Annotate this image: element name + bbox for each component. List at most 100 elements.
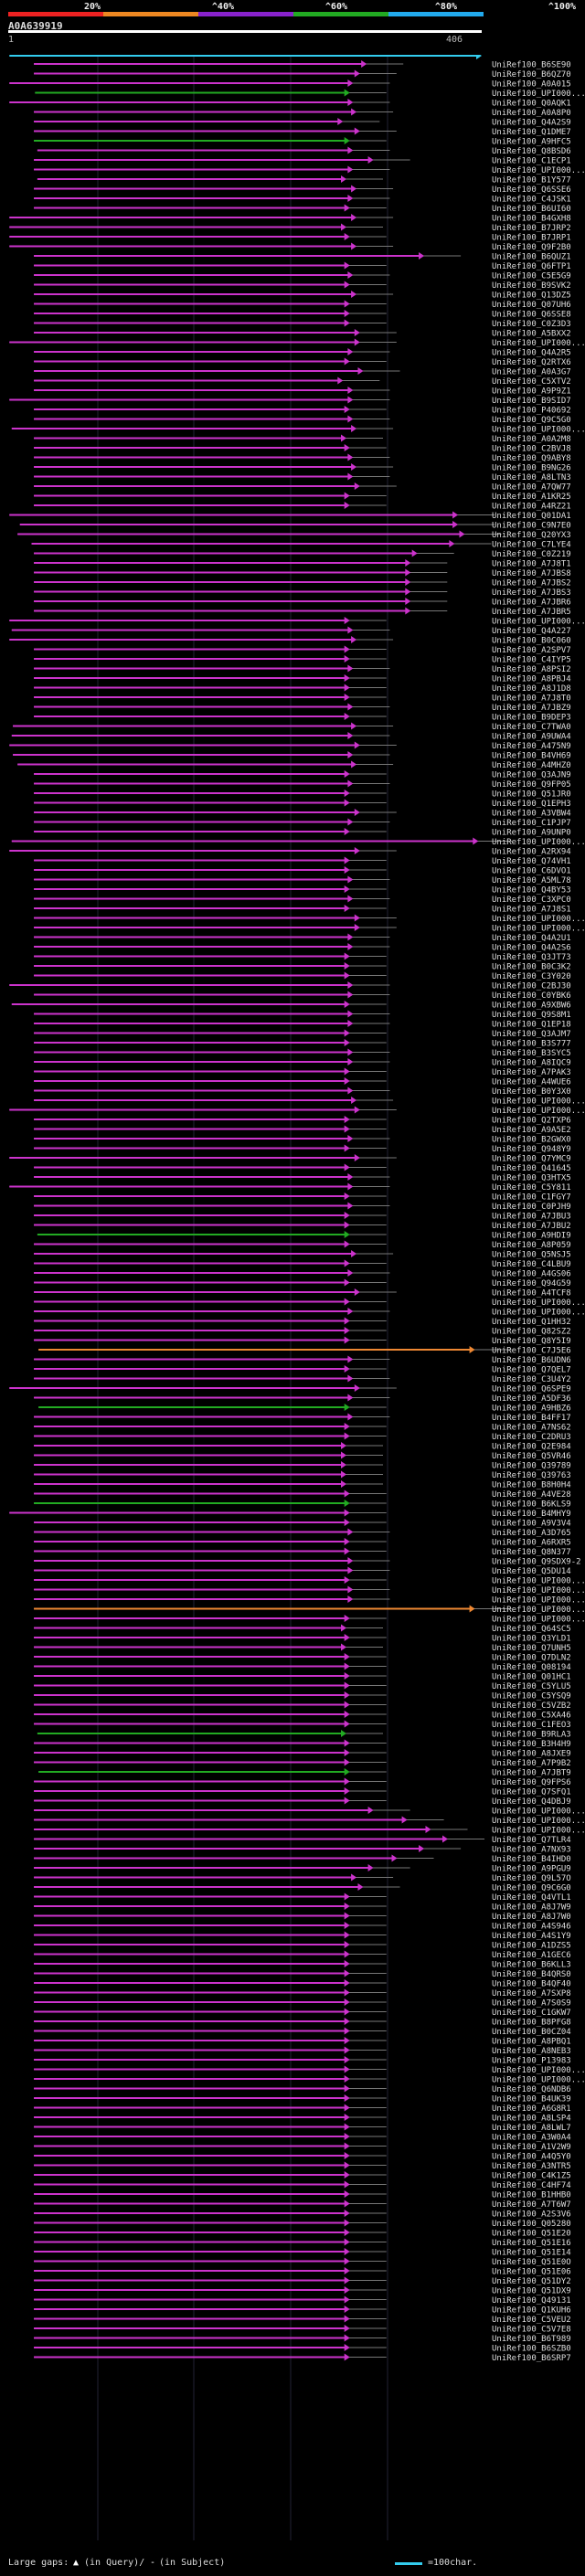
hit-row[interactable]: UniRef100_B4QF40 bbox=[34, 1979, 571, 1989]
hit-row[interactable]: UniRef100_A4TCF8 bbox=[34, 1288, 571, 1299]
hit-id-label[interactable]: UniRef100_Q3JT73 bbox=[492, 953, 571, 962]
hit-row[interactable]: UniRef100_Q01HC1 bbox=[34, 1672, 571, 1682]
hit-row[interactable]: UniRef100_Q94G59 bbox=[34, 1278, 571, 1289]
hit-id-label[interactable]: UniRef100_A7SXP8 bbox=[492, 1989, 571, 1998]
hit-id-label[interactable]: UniRef100_Q2RTX6 bbox=[492, 358, 571, 367]
hit-id-label[interactable]: UniRef100_C0PJH9 bbox=[492, 1203, 571, 1212]
hit-id-label[interactable]: UniRef100_Q13DZ5 bbox=[492, 292, 571, 301]
hit-id-label[interactable]: UniRef100_A3W0A4 bbox=[492, 2134, 571, 2143]
hit-id-label[interactable]: UniRef100_Q5VR46 bbox=[492, 1452, 571, 1461]
hit-row[interactable]: UniRef100_C4JSK1 bbox=[34, 195, 571, 205]
hit-row[interactable]: UniRef100_B0Y3X0 bbox=[34, 1087, 571, 1097]
hit-row[interactable]: UniRef100_Q3HTX5 bbox=[34, 1173, 571, 1183]
hit-id-label[interactable]: UniRef100_Q07UH6 bbox=[492, 301, 571, 310]
hit-id-label[interactable]: UniRef100_Q948Y9 bbox=[492, 1145, 571, 1154]
hit-id-label[interactable]: UniRef100_A8PSI2 bbox=[492, 665, 571, 674]
hit-id-label[interactable]: UniRef100_A2RX94 bbox=[492, 848, 571, 857]
hit-id-label[interactable]: UniRef100_C7J5E6 bbox=[492, 1347, 571, 1356]
hit-row[interactable]: UniRef100_UPI000... bbox=[34, 1816, 585, 1827]
hit-row[interactable]: UniRef100_A7JBS2 bbox=[34, 578, 571, 588]
hit-row[interactable]: UniRef100_B4QRS0 bbox=[34, 1969, 571, 1980]
hit-row[interactable]: UniRef100_Q1EP18 bbox=[34, 1020, 571, 1030]
hit-row[interactable]: UniRef100_A8J7W0 bbox=[34, 1912, 571, 1923]
hit-id-label[interactable]: UniRef100_Q94G59 bbox=[492, 1279, 571, 1288]
hit-id-label[interactable]: UniRef100_A9V3V4 bbox=[492, 1520, 571, 1529]
hit-id-label[interactable]: UniRef100_A1V2W9 bbox=[492, 2143, 571, 2152]
hit-row[interactable]: UniRef100_A9HFC5 bbox=[34, 137, 571, 147]
hit-row[interactable]: UniRef100_C3Y020 bbox=[34, 971, 571, 982]
hit-row[interactable]: UniRef100_Q4BY53 bbox=[34, 885, 571, 896]
hit-id-label[interactable]: UniRef100_Q9S8M1 bbox=[492, 1011, 571, 1020]
hit-id-label[interactable]: UniRef100_A0A8P0 bbox=[492, 109, 571, 118]
hit-row[interactable]: UniRef100_Q9SDX9-2 bbox=[34, 1557, 581, 1567]
hit-row[interactable]: UniRef100_B9SVK2 bbox=[34, 281, 571, 292]
hit-id-label[interactable]: UniRef100_C5V7E8 bbox=[492, 2326, 571, 2335]
hit-id-label[interactable]: UniRef100_A8J7W0 bbox=[492, 1913, 571, 1922]
hit-row[interactable]: UniRef100_Q51E06 bbox=[34, 2267, 571, 2277]
hit-id-label[interactable]: UniRef100_P13983 bbox=[492, 2057, 571, 2066]
hit-row[interactable]: UniRef100_Q7SFQ1 bbox=[34, 1787, 571, 1797]
hit-row[interactable]: UniRef100_Q08194 bbox=[34, 1662, 571, 1673]
hit-row[interactable]: UniRef100_A7P9B2 bbox=[34, 1758, 571, 1769]
hit-row[interactable]: UniRef100_Q1HH32 bbox=[34, 1317, 571, 1328]
hit-row[interactable]: UniRef100_A4MHZ0 bbox=[17, 760, 571, 771]
hit-id-label[interactable]: UniRef100_Q05280 bbox=[492, 2220, 571, 2229]
hit-row[interactable]: UniRef100_Q0AQK1 bbox=[9, 99, 571, 109]
hit-id-label[interactable]: UniRef100_B8H0H4 bbox=[492, 1481, 571, 1490]
hit-row[interactable]: UniRef100_UPI000... bbox=[34, 1826, 585, 1836]
hit-row[interactable]: UniRef100_B4MHY9 bbox=[9, 1509, 571, 1520]
hit-row[interactable]: UniRef100_A8NEB3 bbox=[34, 2046, 571, 2057]
hit-row[interactable]: UniRef100_UPI000... bbox=[34, 914, 585, 925]
hit-row[interactable]: UniRef100_A2S3V6 bbox=[34, 2210, 571, 2220]
hit-id-label[interactable]: UniRef100_A0A015 bbox=[492, 80, 571, 90]
hit-row[interactable]: UniRef100_Q9ABY8 bbox=[34, 453, 571, 464]
hit-row[interactable]: UniRef100_A8LSP4 bbox=[34, 2114, 571, 2124]
hit-id-label[interactable]: UniRef100_Q9L57O bbox=[492, 1874, 571, 1883]
hit-row[interactable]: UniRef100_B4GXH8 bbox=[9, 214, 571, 224]
hit-id-label[interactable]: UniRef100_Q51DY2 bbox=[492, 2277, 571, 2286]
hit-row[interactable]: UniRef100_A7JBU3 bbox=[34, 1212, 571, 1222]
hit-id-label[interactable]: UniRef100_UPI000... bbox=[492, 2076, 585, 2085]
hit-id-label[interactable]: UniRef100_Q4BY53 bbox=[492, 886, 571, 896]
hit-id-label[interactable]: UniRef100_Q3YLD1 bbox=[492, 1635, 571, 1644]
hit-id-label[interactable]: UniRef100_UPI000... bbox=[492, 838, 585, 847]
hit-id-label[interactable]: UniRef100_B7JRP2 bbox=[492, 224, 571, 233]
hit-row[interactable]: UniRef100_A4RZ21 bbox=[34, 502, 571, 512]
hit-id-label[interactable]: UniRef100_B9DEP3 bbox=[492, 714, 571, 723]
hit-id-label[interactable]: UniRef100_Q1EP18 bbox=[492, 1021, 571, 1030]
hit-id-label[interactable]: UniRef100_Q4A2S6 bbox=[492, 944, 571, 953]
hit-row[interactable]: UniRef100_A1GEC6 bbox=[34, 1950, 571, 1961]
hit-id-label[interactable]: UniRef100_C1GKW7 bbox=[492, 2009, 571, 2018]
hit-row[interactable]: UniRef100_Q1EPH3 bbox=[34, 799, 571, 810]
hit-id-label[interactable]: UniRef100_Q01HC1 bbox=[492, 1673, 571, 1682]
hit-row[interactable]: UniRef100_C6DVO1 bbox=[34, 866, 571, 876]
hit-id-label[interactable]: UniRef100_C4K1Z5 bbox=[492, 2172, 571, 2181]
hit-row[interactable]: UniRef100_Q7TLR4 bbox=[34, 1835, 571, 1846]
hit-id-label[interactable]: UniRef100_A4Q5Y0 bbox=[492, 2153, 571, 2162]
hit-id-label[interactable]: UniRef100_UPI000... bbox=[492, 1827, 585, 1836]
hit-id-label[interactable]: UniRef100_Q4A2R5 bbox=[492, 349, 571, 358]
hit-id-label[interactable]: UniRef100_A1GEC6 bbox=[492, 1951, 571, 1960]
hit-id-label[interactable]: UniRef100_A0A3G7 bbox=[492, 368, 571, 377]
hit-row[interactable]: UniRef100_A1V2W9 bbox=[34, 2142, 571, 2153]
hit-row[interactable]: UniRef100_Q5DU14 bbox=[34, 1566, 571, 1577]
hit-id-label[interactable]: UniRef100_UPI000... bbox=[492, 1299, 585, 1308]
hit-id-label[interactable]: UniRef100_A9A5E2 bbox=[492, 1126, 571, 1135]
hit-id-label[interactable]: UniRef100_Q9FPS6 bbox=[492, 1778, 571, 1787]
hit-row[interactable]: UniRef100_B9RLA3 bbox=[37, 1730, 571, 1740]
hit-id-label[interactable]: UniRef100_UPI000... bbox=[492, 1616, 585, 1625]
hit-id-label[interactable]: UniRef100_C3XPC0 bbox=[492, 896, 571, 905]
hit-row[interactable]: UniRef100_C0Z3D3 bbox=[34, 319, 571, 330]
hit-row[interactable]: UniRef100_A5DF36 bbox=[34, 1394, 571, 1405]
hit-id-label[interactable]: UniRef100_A8JXE9 bbox=[492, 1750, 571, 1759]
hit-id-label[interactable]: UniRef100_Q7SFQ1 bbox=[492, 1788, 571, 1797]
hit-row[interactable]: UniRef100_B8H0H4 bbox=[34, 1480, 571, 1490]
hit-id-label[interactable]: UniRef100_Q7UNH5 bbox=[492, 1644, 571, 1653]
hit-row[interactable]: UniRef100_A9HDI9 bbox=[37, 1231, 571, 1241]
hit-id-label[interactable]: UniRef100_A8LTN3 bbox=[492, 473, 571, 482]
hit-id-label[interactable]: UniRef100_A8J7W9 bbox=[492, 1903, 571, 1913]
hit-row[interactable]: UniRef100_C5YLU5 bbox=[34, 1681, 571, 1692]
hit-row[interactable]: UniRef100_C7J5E6 bbox=[38, 1346, 571, 1356]
hit-row[interactable]: UniRef100_C2BVJ8 bbox=[34, 444, 571, 454]
hit-row[interactable]: UniRef100_A8PBQ1 bbox=[34, 2037, 571, 2047]
